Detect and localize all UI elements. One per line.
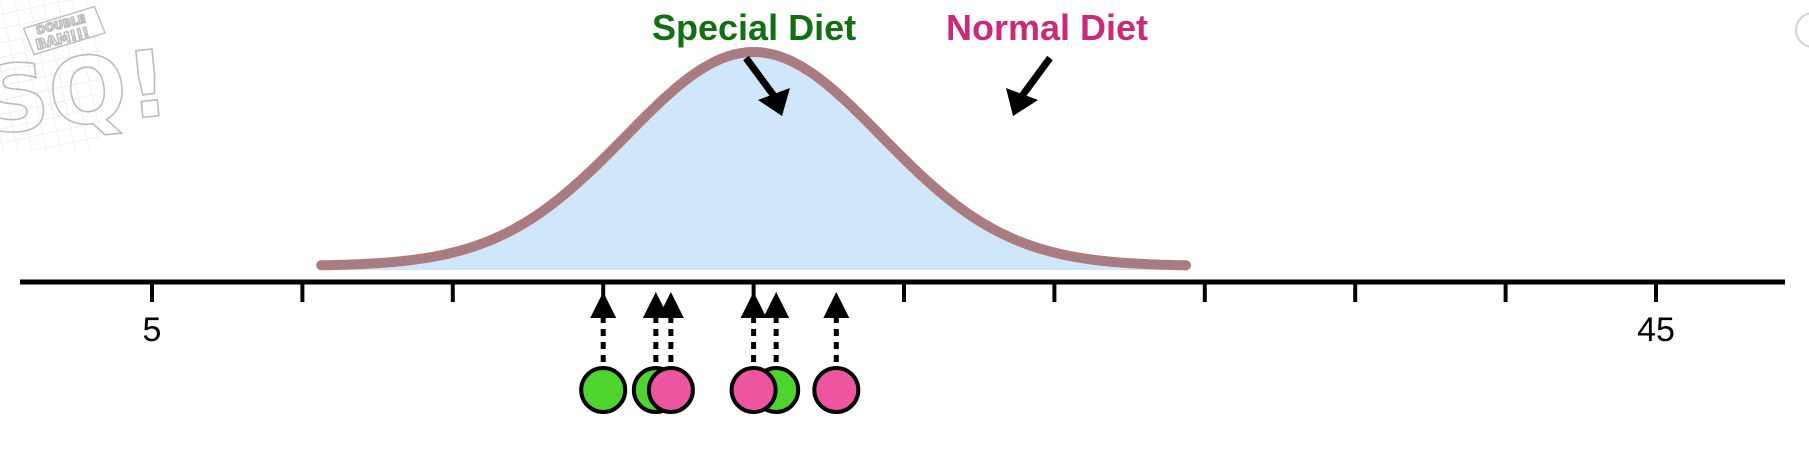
data-point-arrow-head — [590, 292, 617, 318]
normal-curve-fill — [321, 52, 1186, 270]
tick-label-max: 45 — [1637, 311, 1675, 349]
data-point-arrow-head — [823, 292, 850, 318]
special-diet-arrow — [743, 55, 790, 116]
data-point-arrow-head — [657, 292, 684, 318]
normal-diet-arrow — [1006, 55, 1053, 116]
special-diet-label: Special Diet — [652, 7, 856, 48]
normal-diet-point — [729, 366, 778, 414]
logo-banner — [22, 5, 106, 56]
normal-curve-edge — [321, 51, 1187, 266]
normal-diet-point — [812, 366, 861, 414]
number-line-ticks — [150, 282, 1658, 302]
data-points — [579, 292, 861, 414]
data-point-arrow-head — [740, 292, 767, 318]
normal-diet-label: Normal Diet — [946, 7, 1148, 48]
data-point-arrow-head — [763, 292, 790, 318]
logo-letters: SQ! — [0, 30, 174, 156]
special-diet-point — [579, 366, 628, 414]
normal-diet-point — [646, 366, 695, 414]
tick-label-min: 5 — [143, 311, 162, 349]
statquest-double-bam-logo: DOUBLE BAM!!! SQ! — [0, 0, 175, 157]
